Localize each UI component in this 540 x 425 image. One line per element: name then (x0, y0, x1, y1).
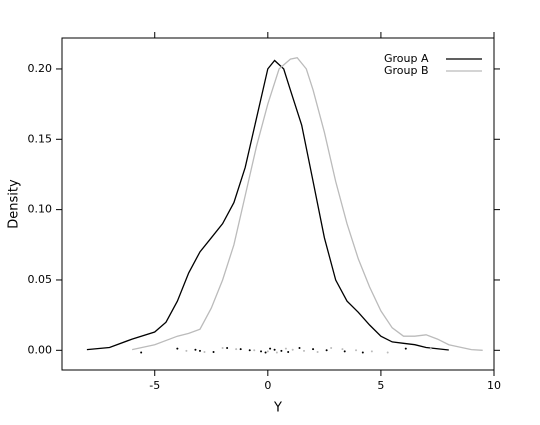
rug-point (386, 351, 389, 354)
y-tick-label: 0.10 (28, 203, 53, 216)
rug-point (194, 348, 197, 351)
y-tick-label: 0.05 (28, 273, 53, 286)
rug-point (269, 347, 272, 350)
x-tick-label: 0 (264, 379, 271, 392)
rug-point (185, 349, 188, 352)
density-line (131, 56, 483, 351)
rug-point (260, 350, 263, 353)
rug-point (221, 347, 224, 350)
y-axis-title: Density (7, 179, 22, 229)
rug-point (287, 350, 290, 353)
x-axis-title: Y (273, 401, 282, 416)
rug-point (280, 349, 283, 352)
rug-point (273, 348, 276, 351)
rug-point (264, 351, 267, 354)
rug-point (266, 350, 269, 353)
plot-frame (61, 37, 495, 371)
rug-point (341, 348, 344, 351)
y-tick-label: 0.00 (28, 343, 53, 356)
rug-point (212, 350, 215, 353)
rug-point (203, 350, 206, 353)
rug-point (176, 347, 179, 350)
rug-point (404, 347, 407, 350)
x-tick-label: 10 (487, 379, 501, 392)
legend-label: Group A (384, 52, 429, 65)
density-line (86, 59, 449, 351)
y-tick-label: 0.20 (28, 62, 53, 75)
x-tick-label: -5 (149, 379, 160, 392)
rug-point (343, 350, 346, 353)
rug-point (316, 350, 319, 353)
rug-point (429, 347, 432, 350)
rug-point (312, 348, 315, 351)
rug-point (275, 351, 278, 354)
rug-point (325, 349, 328, 352)
rug-point (370, 350, 373, 353)
rug-point (239, 348, 242, 351)
rug-point (284, 347, 287, 350)
rug-point (253, 349, 256, 352)
rug-point (303, 349, 306, 352)
rug-point (361, 351, 364, 354)
rug-point (226, 347, 229, 350)
y-tick-label: 0.15 (28, 132, 53, 145)
legend-label: Group B (384, 64, 429, 77)
rug-point (298, 347, 301, 350)
rug-point (291, 348, 294, 351)
rug-point (140, 351, 143, 354)
rug-point (248, 349, 251, 352)
rug-point (355, 349, 358, 352)
rug-point (330, 347, 333, 350)
x-tick-label: 5 (377, 379, 384, 392)
rug-point (198, 349, 201, 352)
rug-point (235, 348, 238, 351)
